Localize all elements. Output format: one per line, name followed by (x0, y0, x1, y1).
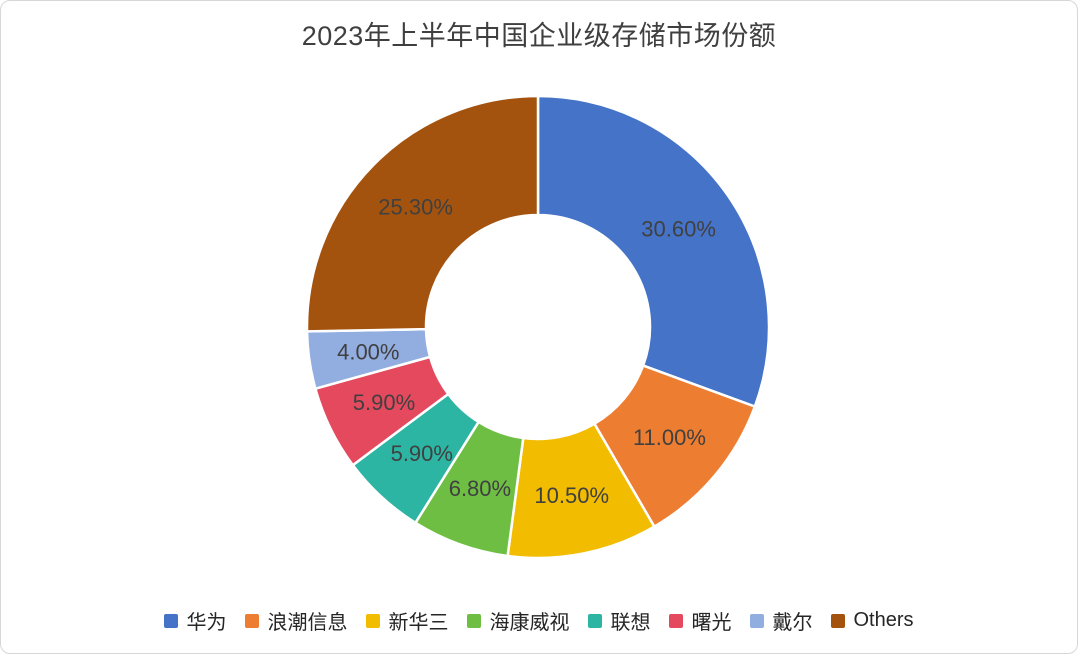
pie-segment-华为 (536, 94, 771, 408)
legend-swatch-曙光 (669, 613, 684, 628)
chart-title: 2023年上半年中国企业级存储市场份额 (301, 21, 777, 51)
segment-label-曙光: 5.90% (353, 390, 415, 415)
legend-label-浪潮信息: 浪潮信息 (267, 612, 348, 634)
segment-label-Others: 25.30% (378, 195, 453, 220)
legend-label-新华三: 新华三 (388, 612, 449, 634)
pie-segment-Others (305, 94, 540, 333)
legend-swatch-联想 (588, 613, 603, 628)
legend-label-海康威视: 海康威视 (489, 612, 570, 634)
legend-item-Others: Others (831, 609, 914, 632)
legend-item-华为: 华为 (164, 606, 226, 635)
legend-label-联想: 联想 (610, 612, 651, 634)
legend-swatch-戴尔 (750, 613, 765, 628)
segment-label-华为: 30.60% (641, 217, 716, 242)
legend-item-新华三: 新华三 (366, 606, 448, 635)
legend-item-联想: 联想 (588, 606, 650, 635)
legend-swatch-Others (831, 613, 846, 628)
legend-label-戴尔: 戴尔 (772, 612, 813, 634)
chart-legend: 华为 浪潮信息 新华三 海康威视 联想 曙光 戴尔 Others (1, 606, 1077, 635)
segment-label-戴尔: 4.00% (337, 339, 399, 364)
legend-swatch-华为 (164, 613, 179, 628)
legend-swatch-海康威视 (467, 613, 482, 628)
legend-label-华为: 华为 (186, 612, 227, 634)
legend-item-戴尔: 戴尔 (750, 606, 812, 635)
segment-label-海康威视: 6.80% (449, 476, 511, 501)
legend-item-浪潮信息: 浪潮信息 (245, 606, 347, 635)
legend-swatch-浪潮信息 (245, 613, 260, 628)
legend-item-海康威视: 海康威视 (467, 606, 569, 635)
segment-label-联想: 5.90% (391, 441, 453, 466)
segment-label-新华三: 10.50% (534, 483, 609, 508)
legend-label-Others: Others (853, 609, 914, 631)
legend-swatch-新华三 (366, 613, 381, 628)
legend-label-曙光: 曙光 (691, 612, 732, 634)
segment-label-浪潮信息: 11.00% (633, 425, 706, 450)
legend-item-曙光: 曙光 (669, 606, 731, 635)
